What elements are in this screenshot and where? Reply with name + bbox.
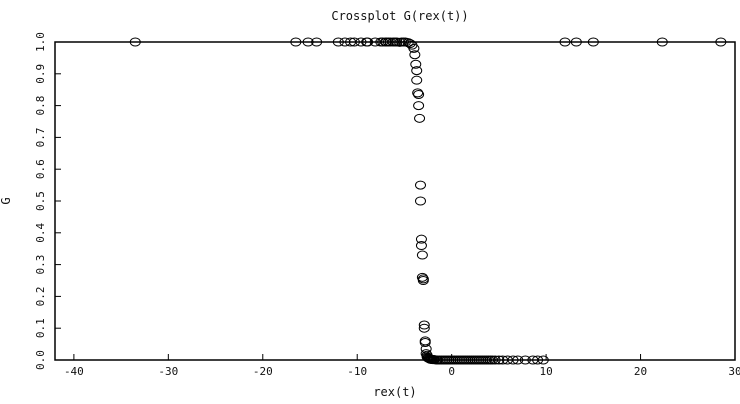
scatter-point xyxy=(493,355,505,365)
scatter-point xyxy=(532,355,544,365)
x-tick-label: -10 xyxy=(347,365,367,378)
y-tick-label: 0.7 xyxy=(34,127,47,147)
scatter-point xyxy=(412,88,424,98)
x-tick-label: -30 xyxy=(158,365,178,378)
scatter-point xyxy=(507,355,519,365)
scatter-point xyxy=(413,101,425,111)
scatter-point xyxy=(411,66,423,76)
scatter-point xyxy=(418,323,430,333)
scatter-point xyxy=(384,37,396,47)
scatter-point xyxy=(418,320,430,330)
y-tick-label: 0.2 xyxy=(34,286,47,306)
scatter-point xyxy=(414,113,426,123)
scatter-point xyxy=(355,37,367,47)
x-axis-label: rex(t) xyxy=(373,385,416,399)
scatter-point xyxy=(413,89,425,99)
x-tick-label: -20 xyxy=(253,365,273,378)
plot-frame xyxy=(54,41,736,361)
scatter-point xyxy=(332,37,344,47)
scatter-point xyxy=(416,250,428,260)
scatter-points xyxy=(129,37,727,365)
y-tick-label: 0.4 xyxy=(34,222,47,242)
scatter-point xyxy=(519,355,531,365)
x-axis-ticks: -40 -30 -20 -10 0 10 20 30 xyxy=(64,354,740,378)
scatter-point xyxy=(415,196,426,206)
scatter-point xyxy=(311,37,323,47)
scatter-point xyxy=(411,75,423,85)
y-axis-ticks: 0.0 0.1 0.2 0.3 0.4 0.5 0.6 0.7 0.8 0.9 1.0 xyxy=(34,32,61,370)
scatter-point xyxy=(715,37,727,47)
scatter-point xyxy=(656,37,668,47)
scatter-point xyxy=(587,37,599,47)
scatter-point xyxy=(419,338,431,348)
y-tick-label: 0.6 xyxy=(34,159,47,179)
scatter-point xyxy=(339,37,351,47)
x-tick-label: 20 xyxy=(634,365,647,378)
scatter-point xyxy=(489,355,501,365)
scatter-point xyxy=(417,276,429,285)
x-tick-label: 30 xyxy=(728,365,740,378)
scatter-point xyxy=(362,37,374,47)
x-tick-label: 10 xyxy=(539,365,552,378)
y-tick-label: 0.1 xyxy=(34,318,47,338)
scatter-point xyxy=(570,37,582,47)
x-tick-label: -40 xyxy=(64,365,84,378)
scatter-point xyxy=(559,37,571,47)
y-axis-label: G xyxy=(0,197,13,204)
scatter-point xyxy=(416,272,428,282)
chart-title: Crossplot G(rex(t)) xyxy=(331,9,468,23)
scatter-point xyxy=(348,37,360,47)
scatter-point xyxy=(415,241,427,251)
y-tick-label: 0.3 xyxy=(34,255,47,275)
scatter-point xyxy=(290,37,302,47)
scatter-point xyxy=(415,234,427,244)
y-tick-label: 0.5 xyxy=(34,191,47,211)
scatter-point xyxy=(404,39,416,49)
scatter-point xyxy=(129,37,141,47)
scatter-point xyxy=(537,355,549,365)
scatter-point xyxy=(512,355,524,365)
scatter-point xyxy=(415,180,426,190)
scatter-point xyxy=(402,38,414,48)
scatter-point xyxy=(302,37,314,47)
y-tick-label: 0.0 xyxy=(34,350,47,370)
scatter-point xyxy=(408,43,420,53)
y-tick-label: 0.8 xyxy=(34,96,47,116)
y-tick-label: 0.9 xyxy=(34,64,47,84)
scatter-point xyxy=(409,50,421,60)
x-tick-label: 0 xyxy=(448,365,455,378)
y-tick-label: 1.0 xyxy=(34,32,47,52)
scatter-point xyxy=(410,59,422,69)
